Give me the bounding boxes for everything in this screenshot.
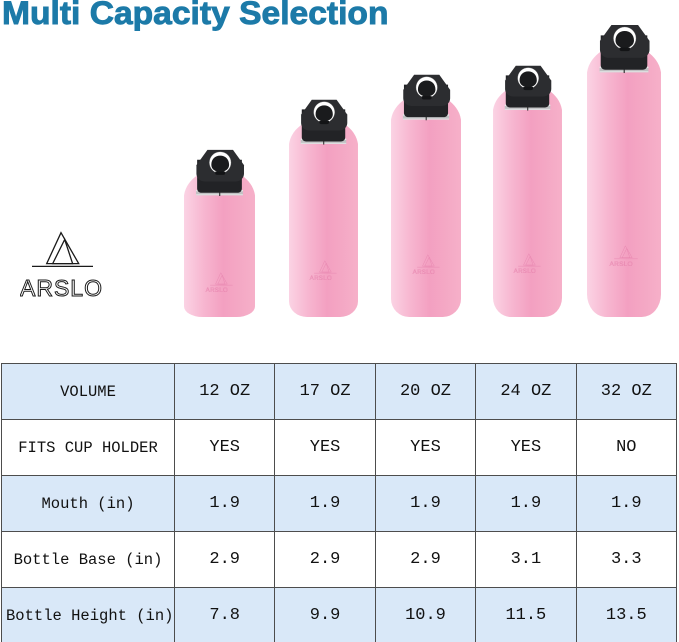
svg-text:ARSLO: ARSLO [20, 275, 103, 301]
